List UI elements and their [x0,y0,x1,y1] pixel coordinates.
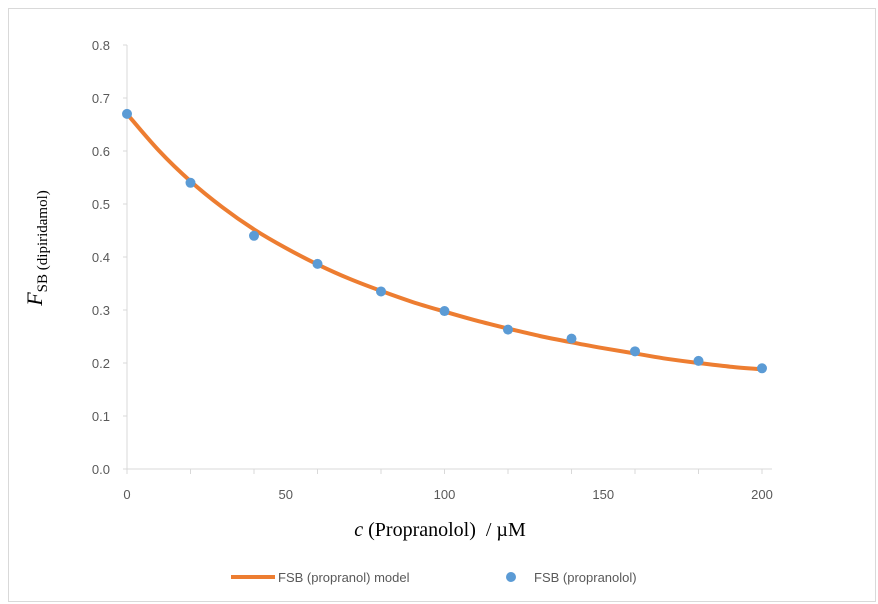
y-tick-label: 0.1 [92,409,110,424]
x-tick-label: 100 [434,487,456,502]
y-tick-label: 0.7 [92,91,110,106]
legend-label-points: FSB (propranolol) [534,570,637,585]
y-tick-label: 0.3 [92,303,110,318]
data-point [185,177,196,188]
data-point [693,355,704,366]
x-axis-title-italic: c [354,519,363,541]
data-point [312,258,323,269]
y-tick-label: 0.0 [92,462,110,477]
data-point [566,333,577,344]
data-point [122,108,132,119]
x-tick-marks [126,469,763,474]
y-axis-title-subscript: SB (dipiridamol) [35,190,51,292]
data-point [503,324,513,335]
data-point [249,230,259,241]
legend-swatch-points [506,572,516,582]
x-axis-title: c (Propranolol) / µM [354,519,526,541]
x-tick-label: 200 [751,487,773,502]
data-point [376,286,386,297]
x-tick-label: 50 [279,487,293,502]
y-tick-label: 0.8 [92,38,110,53]
data-point [630,346,640,357]
y-tick-marks [123,44,127,470]
series-line-model [125,111,764,372]
legend: FSB (propranol) model FSB (propranolol) [231,570,637,585]
x-tick-label: 150 [592,487,614,502]
x-axis-title-rest: (Propranolol) / µM [363,519,526,541]
y-tick-label: 0.2 [92,356,110,371]
series-points [122,108,767,374]
x-tick-labels: 0 50 100 150 200 [123,487,772,502]
y-axis-title: FSB (dipiridamol) [22,190,51,307]
y-tick-labels: 0.0 0.1 0.2 0.3 0.4 0.5 0.6 0.7 0.8 [92,38,110,477]
data-point [757,363,767,374]
y-tick-label: 0.4 [92,250,110,265]
x-tick-label: 0 [123,487,130,502]
legend-label-model: FSB (propranol) model [278,570,410,585]
chart-frame [8,8,876,602]
y-axis-title-italic: F [22,292,47,307]
y-tick-label: 0.6 [92,144,110,159]
data-point [439,306,450,317]
y-tick-label: 0.5 [92,197,110,212]
